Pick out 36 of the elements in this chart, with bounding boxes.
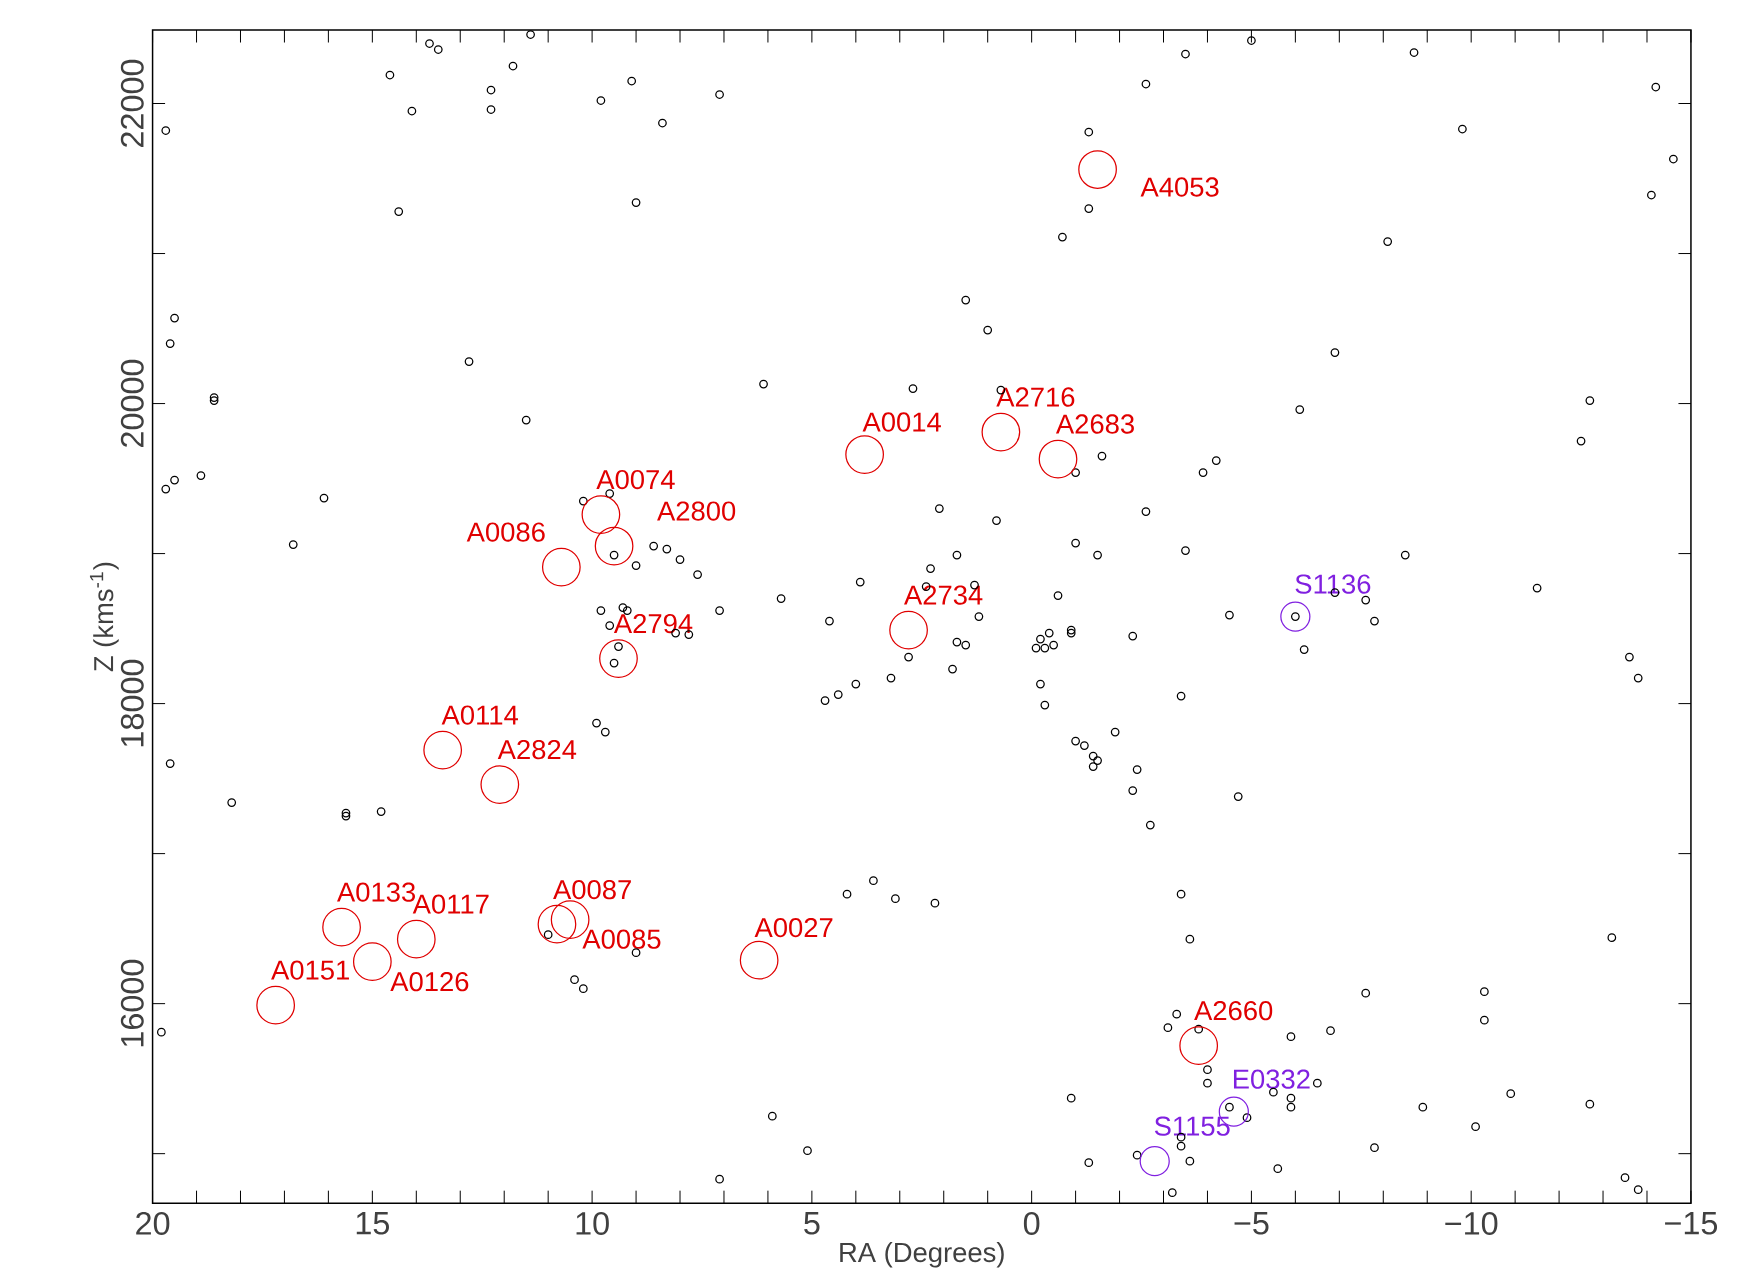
y-tick-label: 20000: [120, 359, 144, 448]
y-axis-title: Z (kms$^{-1}$): [89, 562, 119, 672]
x-tick-label: 15: [356, 1212, 389, 1235]
annotation: A0085: [582, 929, 661, 949]
y-tick-label: 18000: [120, 659, 144, 747]
annotation: A2683: [1055, 414, 1134, 434]
annotation: A0087: [553, 880, 631, 900]
x-tick-label: 10: [576, 1212, 609, 1236]
annotation: A0014: [862, 412, 941, 432]
x-tick-label: 0: [1023, 1212, 1040, 1236]
annotation: A0151: [271, 960, 349, 980]
annotation: A2716: [996, 387, 1075, 407]
annotation: A2794: [613, 614, 693, 634]
x-tick-label: 20: [136, 1212, 170, 1236]
annotation: A0117: [412, 894, 489, 914]
y-tick-label: 16000: [120, 960, 144, 1047]
annotation: A2660: [1194, 1001, 1273, 1021]
x-tick-label: −5: [1234, 1212, 1269, 1235]
annotation: A0126: [390, 972, 469, 992]
annotation: S1155: [1154, 1116, 1230, 1136]
annotation: A0086: [466, 522, 545, 542]
x-tick-label: −10: [1445, 1212, 1498, 1236]
y-tick-label: 22000: [120, 59, 144, 148]
annotation: A0133: [337, 882, 415, 902]
annotation: A2734: [904, 585, 983, 605]
annotation: E0332: [1233, 1069, 1310, 1089]
annotation: A2800: [657, 501, 736, 521]
annotation: A0114: [441, 705, 518, 725]
x-tick-label: −15: [1665, 1212, 1718, 1235]
annotation: S1136: [1295, 574, 1371, 594]
annotation: A2824: [497, 740, 577, 760]
x-tick-label: 5: [804, 1212, 820, 1235]
annotation: A0074: [596, 470, 675, 490]
annotation: A4053: [1140, 177, 1219, 197]
x-axis-title: RA (Degrees): [840, 1242, 1004, 1268]
annotation: A0027: [754, 918, 833, 938]
